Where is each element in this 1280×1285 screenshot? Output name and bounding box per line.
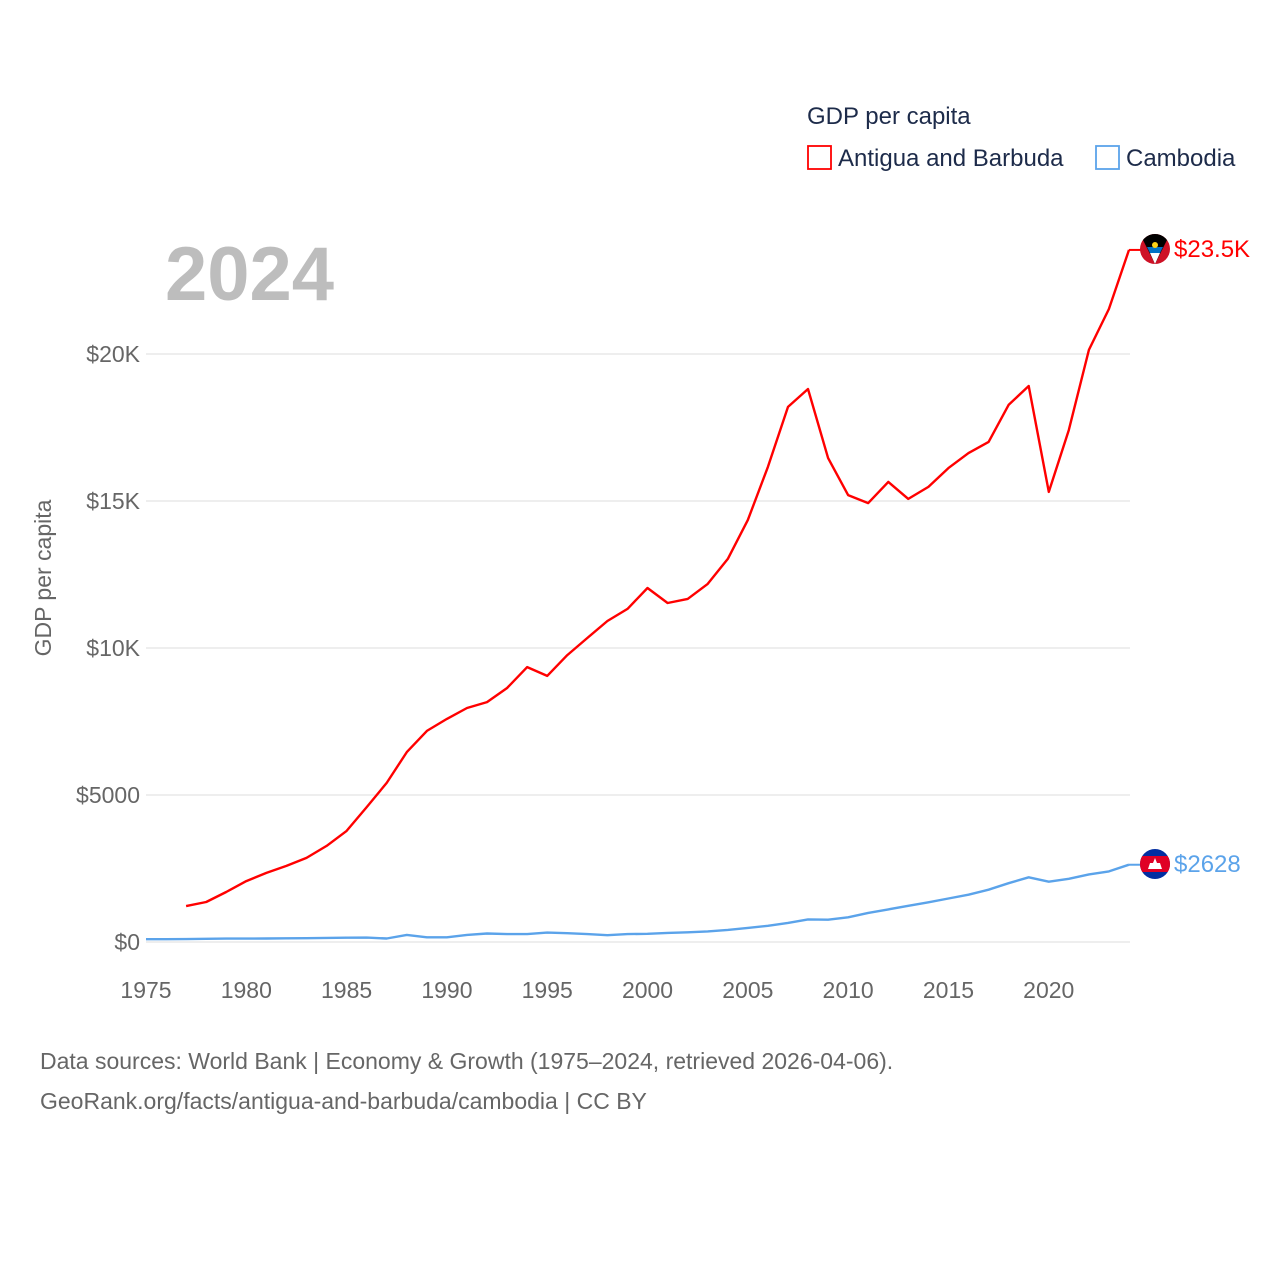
x-tick-label: 1985	[321, 977, 372, 1003]
footer-link[interactable]: GeoRank.org/facts/antigua-and-barbuda/ca…	[40, 1088, 647, 1114]
gridlines	[146, 353, 1130, 943]
x-tick-label: 2015	[923, 977, 974, 1003]
y-tick-label: $10K	[86, 635, 140, 661]
legend: GDP per capita Antigua and Barbuda Cambo…	[807, 103, 1236, 172]
x-tick-label: 2020	[1023, 977, 1074, 1003]
x-tick-label: 1990	[421, 977, 472, 1003]
x-tick-label: 1975	[120, 977, 171, 1003]
y-axis-ticks: $0 $5000 $10K $15K $20K	[76, 341, 141, 955]
x-tick-label: 2000	[622, 977, 673, 1003]
legend-swatch-antigua	[807, 145, 832, 170]
x-tick-label: 1980	[221, 977, 272, 1003]
year-label: 2024	[165, 232, 334, 317]
cambodia-end-label: $2628	[1174, 851, 1241, 878]
y-tick-label: $15K	[86, 488, 140, 514]
legend-item-cambodia[interactable]: Cambodia	[1095, 145, 1236, 172]
y-tick-label: $20K	[86, 341, 140, 367]
antigua-end-label: $23.5K	[1174, 236, 1250, 263]
y-tick-label: $5000	[76, 782, 140, 808]
x-tick-label: 2005	[722, 977, 773, 1003]
series-line-cambodia	[146, 863, 1130, 941]
series-lines	[146, 248, 1141, 941]
cambodia-flag-icon	[1140, 849, 1170, 879]
legend-item-antigua-and-barbuda[interactable]: Antigua and Barbuda	[807, 145, 1064, 172]
x-tick-label: 2010	[823, 977, 874, 1003]
legend-label-antigua: Antigua and Barbuda	[838, 145, 1064, 172]
y-tick-label: $0	[114, 929, 140, 955]
x-tick-label: 1995	[522, 977, 573, 1003]
legend-label-cambodia: Cambodia	[1126, 145, 1236, 172]
antigua-and-barbuda-flag-icon	[1140, 234, 1170, 264]
legend-swatch-cambodia	[1095, 145, 1120, 170]
legend-title: GDP per capita	[807, 103, 971, 130]
x-axis-ticks: 1975 1980 1985 1990 1995 2000 2005 2010 2015 2020	[120, 977, 1074, 1003]
footer-sources: Data sources: World Bank | Economy & Gro…	[40, 1048, 893, 1074]
y-axis-label: GDP per capita	[30, 499, 56, 656]
series-line-antigua-and-barbuda	[185, 249, 1131, 908]
